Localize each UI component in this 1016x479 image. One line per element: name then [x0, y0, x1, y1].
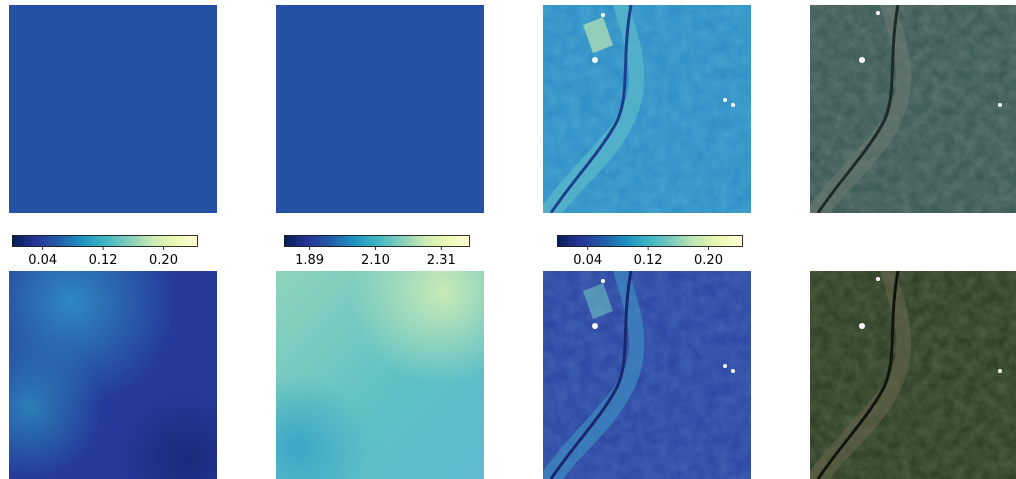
- colorbar-col3: 0.04 0.12 0.20: [557, 235, 743, 269]
- river-valley: [543, 271, 645, 479]
- cloud-spot: [601, 279, 605, 283]
- colorbar-tick-label: 2.31: [427, 253, 456, 268]
- colorbar-tick-label: 0.12: [634, 253, 663, 268]
- colorbar-gradient: [284, 235, 470, 247]
- river-channel: [549, 5, 633, 213]
- cloud-spot: [859, 57, 865, 63]
- cloud-spot: [876, 277, 880, 281]
- map-panel-r2c3: [543, 271, 751, 479]
- colorbar-col2: 1.89 2.10 2.31: [284, 235, 470, 269]
- colorbar-tick-label: 0.12: [89, 253, 118, 268]
- cloud-spot: [723, 98, 727, 102]
- colorbar-col1: 0.04 0.12 0.20: [12, 235, 198, 269]
- map-panel-r1c3: [543, 5, 751, 213]
- cloud-spot: [859, 323, 865, 329]
- cloud-spot: [592, 57, 598, 63]
- colorbar-tick-label: 0.04: [28, 253, 57, 268]
- bright-area: [583, 283, 613, 319]
- cloud-spot: [731, 103, 735, 107]
- map-panel-r1c1: [9, 5, 217, 213]
- cloud-spot: [998, 103, 1002, 107]
- river-valley: [543, 5, 645, 213]
- colorbar-gradient: [557, 235, 743, 247]
- colorbar-svg: 0.04 0.12 0.20: [12, 235, 198, 268]
- uniform-field: [276, 5, 484, 213]
- river-channel: [549, 271, 633, 479]
- cloud-spot: [601, 13, 605, 17]
- river-valley: [810, 5, 912, 213]
- colorbar-gradient: [12, 235, 198, 247]
- map-panel-r2c4: [810, 271, 1016, 479]
- river-channel: [816, 5, 900, 213]
- colorbar-svg: 1.89 2.10 2.31: [284, 235, 470, 268]
- cloud-spot: [592, 323, 598, 329]
- map-panel-r1c2: [276, 5, 484, 213]
- field-shadow: [9, 271, 217, 479]
- map-panel-r2c1: [9, 271, 217, 479]
- bright-area: [583, 17, 613, 53]
- colorbar-tick-label: 0.20: [149, 253, 178, 268]
- cloud-spot: [998, 369, 1002, 373]
- river-channel: [816, 271, 900, 479]
- uniform-field: [9, 5, 217, 213]
- cloud-spot: [723, 364, 727, 368]
- colorbar-tick-label: 0.20: [694, 253, 723, 268]
- colorbar-tick-label: 2.10: [361, 253, 390, 268]
- river-valley: [810, 271, 912, 479]
- cloud-spot: [731, 369, 735, 373]
- map-panel-r1c4: [810, 5, 1016, 213]
- colorbar-tick-label: 1.89: [295, 253, 324, 268]
- colorbar-tick-label: 0.04: [573, 253, 602, 268]
- colorbar-svg: 0.04 0.12 0.20: [557, 235, 743, 268]
- cloud-spot: [876, 11, 880, 15]
- map-panel-r2c2: [276, 271, 484, 479]
- field-shadow: [276, 271, 484, 479]
